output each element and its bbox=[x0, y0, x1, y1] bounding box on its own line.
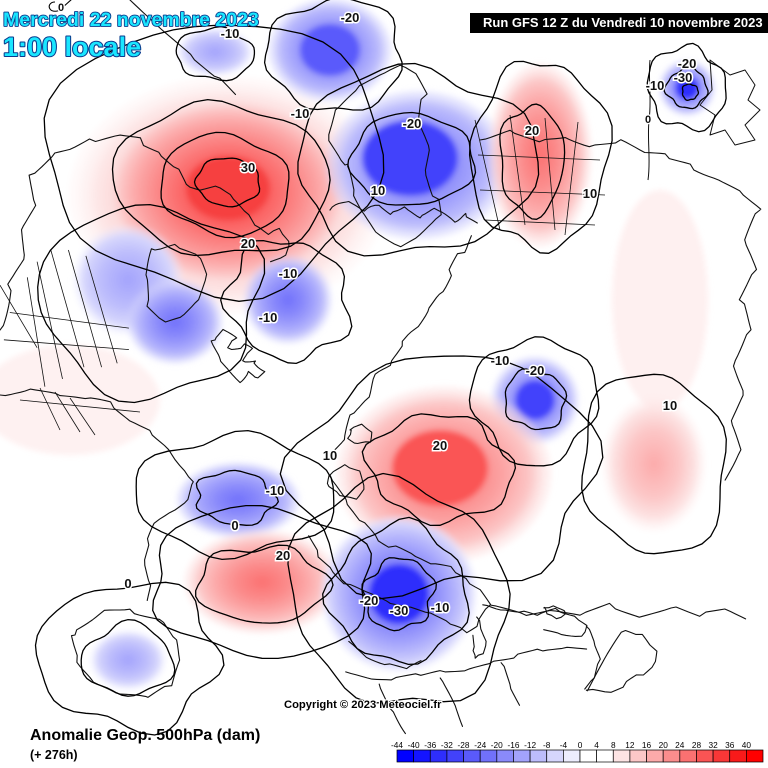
svg-text:Anomalie Geop. 500hPa (dam): Anomalie Geop. 500hPa (dam) bbox=[30, 727, 260, 744]
svg-text:-30: -30 bbox=[390, 603, 409, 618]
svg-text:20: 20 bbox=[241, 236, 255, 251]
svg-text:0: 0 bbox=[124, 576, 131, 591]
svg-text:28: 28 bbox=[692, 740, 702, 750]
svg-text:-20: -20 bbox=[491, 740, 503, 750]
svg-text:0: 0 bbox=[58, 2, 64, 14]
svg-text:-32: -32 bbox=[441, 740, 453, 750]
svg-text:Mercredi 22 novembre 2023: Mercredi 22 novembre 2023 bbox=[3, 9, 259, 31]
svg-text:12: 12 bbox=[625, 740, 635, 750]
svg-text:1:00 locale: 1:00 locale bbox=[3, 32, 141, 62]
svg-text:-20: -20 bbox=[360, 593, 379, 608]
svg-text:-12: -12 bbox=[524, 740, 536, 750]
svg-text:40: 40 bbox=[742, 740, 752, 750]
svg-text:-30: -30 bbox=[674, 70, 693, 85]
svg-text:10: 10 bbox=[663, 398, 677, 413]
svg-text:-20: -20 bbox=[403, 116, 422, 131]
svg-text:-44: -44 bbox=[391, 740, 403, 750]
svg-text:32: 32 bbox=[708, 740, 718, 750]
svg-text:-36: -36 bbox=[424, 740, 436, 750]
svg-text:-10: -10 bbox=[431, 600, 450, 615]
svg-text:-10: -10 bbox=[259, 310, 278, 325]
svg-text:20: 20 bbox=[276, 548, 290, 563]
svg-text:-10: -10 bbox=[266, 483, 285, 498]
svg-text:0: 0 bbox=[578, 740, 583, 750]
svg-text:20: 20 bbox=[433, 438, 447, 453]
svg-text:16: 16 bbox=[642, 740, 652, 750]
svg-text:24: 24 bbox=[675, 740, 685, 750]
svg-text:-10: -10 bbox=[646, 78, 665, 93]
svg-text:-16: -16 bbox=[508, 740, 520, 750]
svg-text:30: 30 bbox=[241, 160, 255, 175]
svg-text:10: 10 bbox=[323, 448, 337, 463]
svg-text:-40: -40 bbox=[408, 740, 420, 750]
svg-text:0: 0 bbox=[645, 114, 651, 126]
svg-text:-8: -8 bbox=[543, 740, 551, 750]
svg-text:-10: -10 bbox=[279, 266, 298, 281]
svg-text:-20: -20 bbox=[341, 10, 360, 25]
svg-text:20: 20 bbox=[525, 123, 539, 138]
svg-text:-28: -28 bbox=[458, 740, 470, 750]
svg-text:Copyright © 2023 Meteociel.fr: Copyright © 2023 Meteociel.fr bbox=[284, 699, 442, 711]
svg-text:(+ 276h): (+ 276h) bbox=[30, 748, 78, 762]
svg-text:36: 36 bbox=[725, 740, 735, 750]
svg-text:-10: -10 bbox=[291, 106, 310, 121]
svg-text:-20: -20 bbox=[526, 363, 545, 378]
svg-text:Run GFS 12 Z du Vendredi 10 no: Run GFS 12 Z du Vendredi 10 novembre 202… bbox=[483, 15, 763, 30]
svg-text:-4: -4 bbox=[560, 740, 568, 750]
svg-text:-10: -10 bbox=[491, 353, 510, 368]
svg-text:10: 10 bbox=[371, 183, 385, 198]
svg-text:-20: -20 bbox=[678, 56, 697, 71]
svg-text:4: 4 bbox=[594, 740, 599, 750]
svg-text:-24: -24 bbox=[474, 740, 486, 750]
svg-text:8: 8 bbox=[611, 740, 616, 750]
svg-text:0: 0 bbox=[231, 518, 238, 533]
svg-text:10: 10 bbox=[583, 186, 597, 201]
svg-text:20: 20 bbox=[659, 740, 669, 750]
